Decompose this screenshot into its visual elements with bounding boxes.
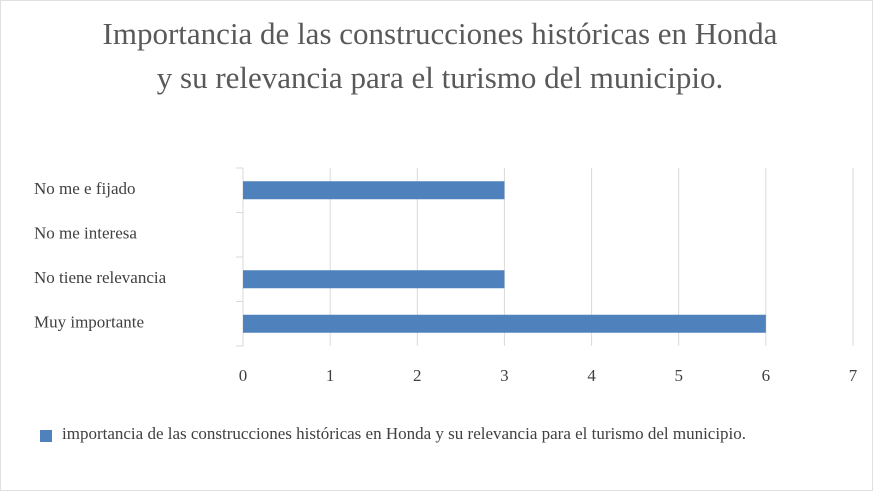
bar [243, 314, 766, 333]
y-tick-label: Muy importante [34, 313, 144, 332]
x-tick-label: 5 [674, 366, 683, 385]
y-tick-label: No me interesa [34, 224, 137, 243]
legend-label: importancia de las construcciones histór… [62, 424, 747, 443]
chart-title: Importancia de las construcciones histór… [102, 16, 778, 95]
x-tick-label: 3 [500, 366, 509, 385]
y-tick-label: No me e fijado [34, 179, 136, 198]
x-tick-label: 6 [762, 366, 771, 385]
x-tick-label: 0 [239, 366, 248, 385]
legend: importancia de las construcciones histór… [40, 420, 860, 448]
y-tick-label: No tiene relevancia [34, 268, 167, 287]
legend-swatch [40, 430, 52, 442]
x-tick-label: 4 [587, 366, 596, 385]
bar [243, 270, 505, 289]
x-tick-label: 2 [413, 366, 422, 385]
x-tick-label: 1 [326, 366, 335, 385]
x-tick-label: 7 [849, 366, 858, 385]
bar [243, 181, 505, 200]
